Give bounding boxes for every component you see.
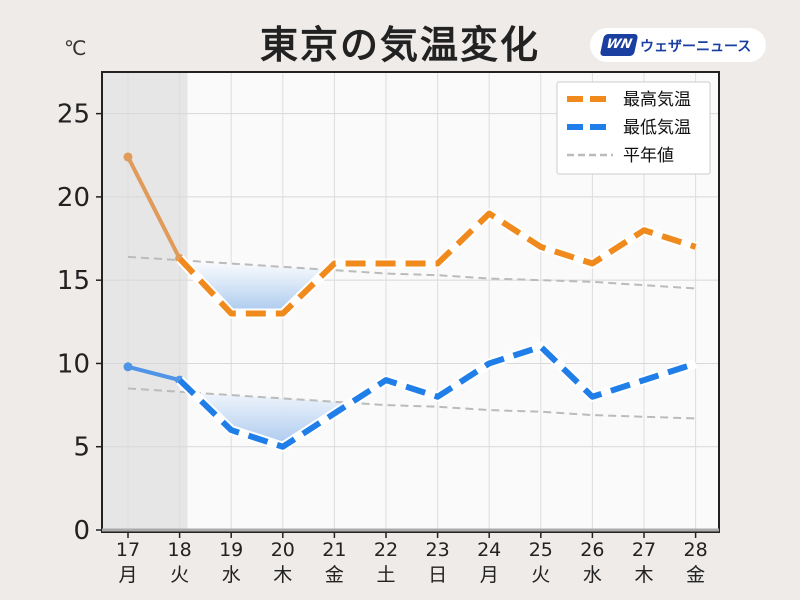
chart-title: 東京の気温変化: [259, 23, 540, 67]
x-tick-day: 23: [426, 539, 450, 561]
x-tick-weekday: 金: [325, 564, 344, 586]
x-tick-day: 21: [322, 539, 346, 561]
brand-name: ウェザーニュース: [640, 39, 752, 55]
high-temp-observed-line: [126, 156, 182, 260]
x-tick-weekday: 木: [634, 564, 653, 586]
legend-box: [556, 81, 711, 175]
y-tick-label: 10: [57, 349, 90, 379]
x-tick-weekday: 水: [222, 564, 241, 586]
y-tick-label: 25: [57, 100, 90, 130]
x-tick-day: 19: [219, 539, 243, 561]
x-tick-day: 20: [271, 539, 295, 561]
legend-label: 最高気温: [623, 90, 691, 110]
x-tick-weekday: 水: [583, 564, 602, 586]
x-tick-weekday: 木: [273, 564, 292, 586]
x-tick-day: 22: [374, 539, 398, 561]
x-tick-day: 18: [168, 539, 192, 561]
x-tick-weekday: 金: [686, 564, 705, 586]
x-tick-day: 27: [632, 539, 656, 561]
legend-label: 最低気温: [623, 118, 691, 138]
x-tick-day: 25: [529, 539, 553, 561]
past-days-shade: [102, 72, 188, 532]
low-temp-observed-line: [127, 364, 181, 383]
x-tick-weekday: 月: [118, 564, 137, 586]
y-tick-label: 20: [57, 183, 90, 213]
x-tick-weekday: 日: [428, 564, 447, 586]
x-tick-day: 24: [477, 539, 501, 561]
brand-badge: WN ウェザーニュース: [590, 28, 766, 62]
x-tick-day: 26: [580, 539, 604, 561]
low-temp-observed-point: [123, 362, 133, 372]
normal-high-line: [127, 255, 696, 290]
x-tick-weekday: 月: [480, 564, 499, 586]
x-tick-day: 28: [684, 539, 708, 561]
x-tick-day: 17: [116, 539, 140, 561]
x-tick-weekday: 土: [376, 564, 395, 586]
normal-low-line: [127, 387, 696, 420]
x-tick-weekday: 火: [531, 564, 550, 586]
high-temp-forecast-line: [177, 210, 697, 317]
y-tick-label: 5: [73, 433, 90, 463]
plot-frame: [101, 71, 720, 533]
x-tick-weekday: 火: [170, 564, 189, 586]
legend-label: 平年値: [623, 146, 674, 166]
y-tick-label: 15: [57, 266, 90, 296]
low-temp-forecast-line: [177, 343, 697, 450]
y-axis-unit: ℃: [64, 36, 87, 60]
high-temp-observed-point: [123, 152, 133, 162]
y-tick-label: 0: [73, 516, 90, 546]
